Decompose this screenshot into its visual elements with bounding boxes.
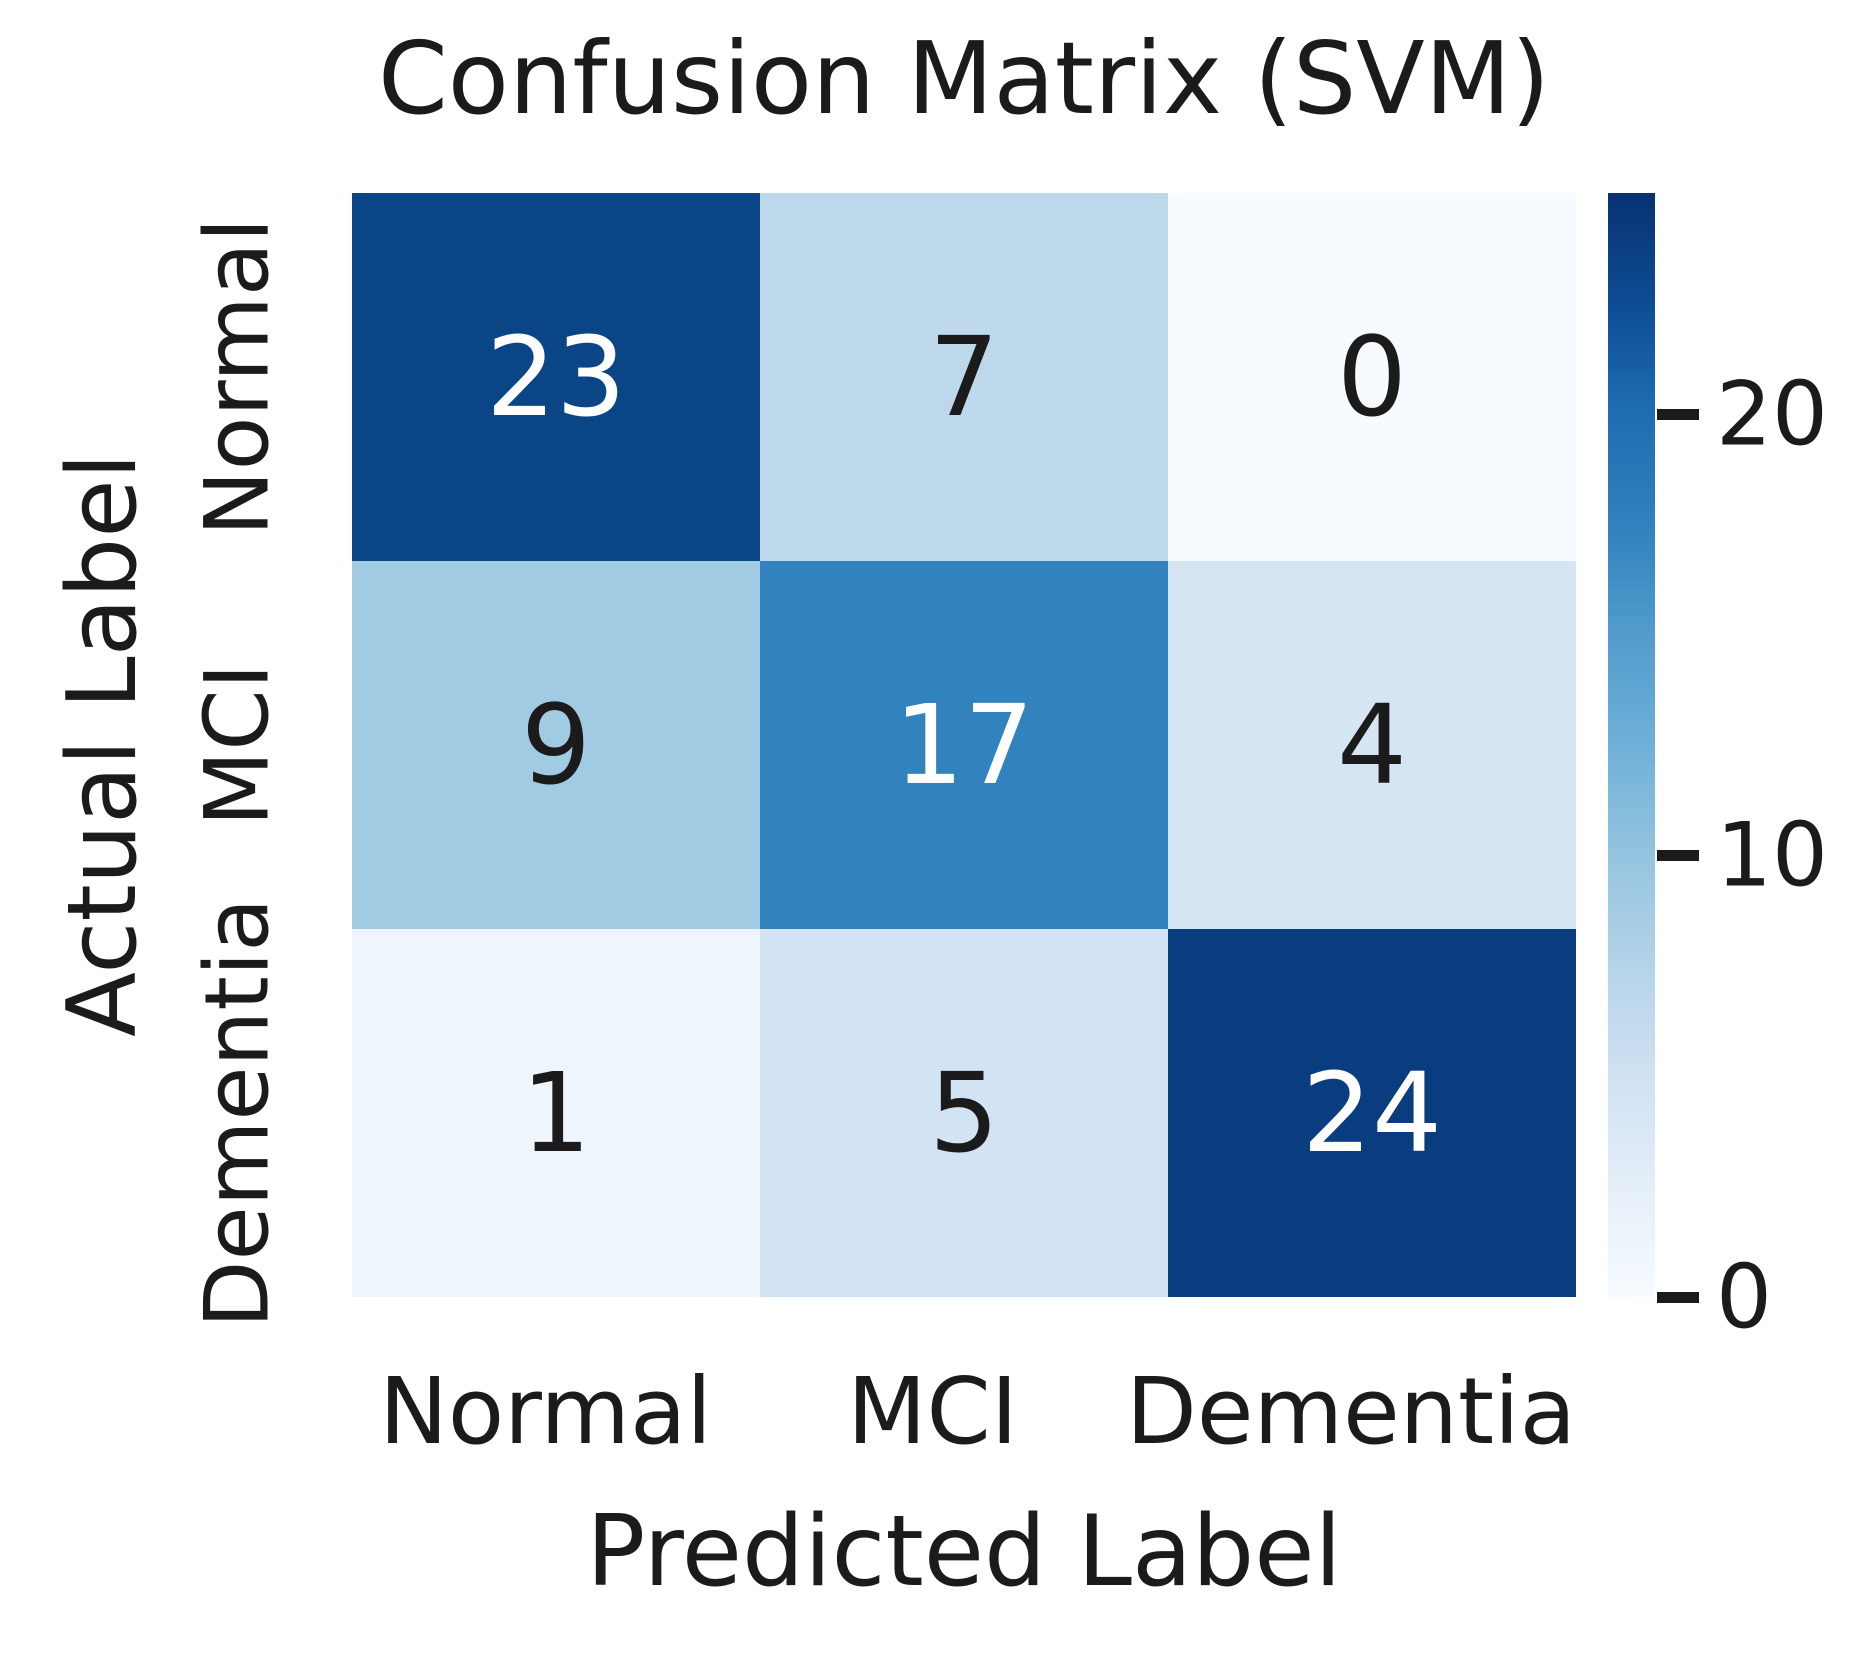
x-tick-label: Dementia [1126, 1358, 1576, 1465]
matrix-cell: 7 [760, 193, 1168, 561]
y-axis-label: Actual Label [48, 452, 158, 1038]
colorbar-tick-label: 0 [1716, 1245, 1772, 1349]
colorbar-tick-label: 10 [1716, 803, 1828, 907]
colorbar-tick-label: 20 [1716, 362, 1828, 466]
x-tick-label: Normal [379, 1358, 712, 1465]
matrix-cell: 17 [760, 561, 1168, 929]
matrix-cell: 1 [352, 929, 760, 1297]
y-tick-label: MCI [185, 663, 289, 827]
chart-title: Confusion Matrix (SVM) [377, 20, 1551, 137]
matrix-cell: 9 [352, 561, 760, 929]
colorbar [1608, 193, 1655, 1297]
colorbar-tick-mark [1657, 1292, 1699, 1303]
y-tick-label: Normal [185, 217, 289, 537]
colorbar-tick-mark [1657, 408, 1699, 420]
heatmap-grid: 23 7 0 9 17 4 1 5 24 [352, 193, 1576, 1297]
x-axis-label: Predicted Label [586, 1495, 1342, 1609]
colorbar-tick-mark [1657, 850, 1699, 862]
matrix-cell: 4 [1168, 561, 1576, 929]
x-tick-label: MCI [847, 1358, 1018, 1465]
matrix-cell: 5 [760, 929, 1168, 1297]
matrix-cell: 23 [352, 193, 760, 561]
y-tick-label: Dementia [185, 897, 289, 1329]
matrix-cell: 24 [1168, 929, 1576, 1297]
matrix-cell: 0 [1168, 193, 1576, 561]
x-axis-ticks: Normal MCI Dementia [352, 1358, 1576, 1465]
